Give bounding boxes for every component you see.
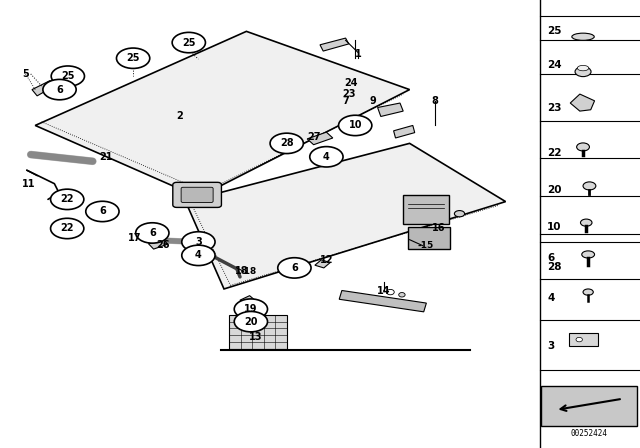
Text: 8: 8 <box>432 96 438 106</box>
Text: 13: 13 <box>249 332 263 342</box>
Text: 22: 22 <box>60 224 74 233</box>
Text: 28: 28 <box>547 262 562 271</box>
Ellipse shape <box>116 48 150 69</box>
Ellipse shape <box>278 258 311 278</box>
Ellipse shape <box>182 232 215 252</box>
Text: 24: 24 <box>547 60 562 70</box>
Text: 11: 11 <box>22 179 36 189</box>
Text: 10: 10 <box>547 222 562 232</box>
Text: 22: 22 <box>547 148 562 158</box>
Bar <box>403 195 449 224</box>
Text: 28: 28 <box>280 138 294 148</box>
Ellipse shape <box>51 218 84 239</box>
Ellipse shape <box>583 182 596 190</box>
Text: 4: 4 <box>195 250 202 260</box>
Text: 6: 6 <box>291 263 298 273</box>
Text: 23: 23 <box>547 103 562 112</box>
Text: 20: 20 <box>547 185 562 195</box>
Bar <box>541 386 637 426</box>
Ellipse shape <box>454 211 465 217</box>
Text: 4: 4 <box>547 293 555 303</box>
Text: 12: 12 <box>319 255 333 265</box>
Text: 20: 20 <box>244 317 258 327</box>
Ellipse shape <box>576 337 582 342</box>
Polygon shape <box>240 296 256 306</box>
Text: 3: 3 <box>547 341 554 351</box>
Text: 6: 6 <box>56 85 63 95</box>
Polygon shape <box>394 125 415 138</box>
Text: 6: 6 <box>99 207 106 216</box>
Text: 5: 5 <box>22 69 29 79</box>
Text: 9: 9 <box>369 96 376 106</box>
Ellipse shape <box>577 143 589 151</box>
Polygon shape <box>35 31 410 197</box>
Ellipse shape <box>339 115 372 136</box>
Ellipse shape <box>51 66 84 86</box>
Text: 25: 25 <box>126 53 140 63</box>
Polygon shape <box>320 38 349 51</box>
Text: 26: 26 <box>156 240 170 250</box>
Text: 23: 23 <box>342 89 356 99</box>
Text: 19: 19 <box>244 304 258 314</box>
Text: 14: 14 <box>377 286 391 296</box>
Text: 18: 18 <box>235 266 249 276</box>
Text: 10: 10 <box>348 121 362 130</box>
Ellipse shape <box>572 33 595 40</box>
Ellipse shape <box>136 223 169 243</box>
Ellipse shape <box>577 65 589 71</box>
Ellipse shape <box>43 79 76 100</box>
Text: 25: 25 <box>182 38 196 47</box>
Polygon shape <box>186 143 506 289</box>
Polygon shape <box>315 260 330 268</box>
Polygon shape <box>570 94 595 111</box>
Ellipse shape <box>575 67 591 77</box>
Text: 24: 24 <box>344 78 358 88</box>
FancyBboxPatch shape <box>173 182 221 207</box>
Ellipse shape <box>51 189 84 210</box>
Ellipse shape <box>582 251 595 258</box>
Text: 4: 4 <box>323 152 330 162</box>
Bar <box>569 333 598 346</box>
Ellipse shape <box>580 219 592 226</box>
Ellipse shape <box>387 289 394 295</box>
FancyBboxPatch shape <box>181 187 213 202</box>
Text: 25: 25 <box>61 71 75 81</box>
Text: 1: 1 <box>355 49 362 59</box>
Ellipse shape <box>270 133 303 154</box>
Text: -18: -18 <box>240 267 257 276</box>
Text: 22: 22 <box>60 194 74 204</box>
Text: 2: 2 <box>176 112 182 121</box>
Text: 6: 6 <box>149 228 156 238</box>
Text: 16: 16 <box>431 224 445 233</box>
Ellipse shape <box>310 146 343 167</box>
Text: 27: 27 <box>307 132 321 142</box>
Text: 6: 6 <box>547 253 554 263</box>
Ellipse shape <box>86 201 119 222</box>
Bar <box>229 315 287 349</box>
Polygon shape <box>378 103 403 116</box>
Text: 3: 3 <box>195 237 202 247</box>
Ellipse shape <box>583 289 593 295</box>
Bar <box>408 227 450 249</box>
Bar <box>339 290 426 312</box>
Ellipse shape <box>234 299 268 319</box>
Ellipse shape <box>399 293 405 297</box>
Text: 25: 25 <box>547 26 562 36</box>
Ellipse shape <box>234 311 268 332</box>
Text: 17: 17 <box>127 233 141 243</box>
Text: -15: -15 <box>417 241 434 250</box>
Ellipse shape <box>182 245 215 266</box>
Text: 21: 21 <box>99 152 113 162</box>
Polygon shape <box>32 81 54 96</box>
Text: 7: 7 <box>342 96 349 106</box>
Polygon shape <box>307 132 333 145</box>
Ellipse shape <box>172 32 205 53</box>
Text: 00252424: 00252424 <box>571 429 608 438</box>
Polygon shape <box>148 239 168 249</box>
